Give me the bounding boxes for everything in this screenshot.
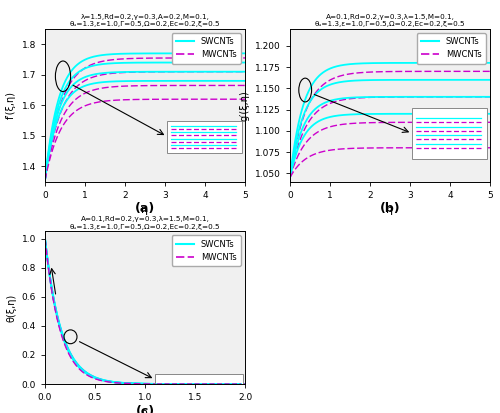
Title: A=0.1,Rd=0.2,γ=0.3,λ=1.5,M=0.1,
θᵤ=1.3,ε=1.0,Γ=0.5,Ω=0.2,Ec=0.2,ξ=0.5: A=0.1,Rd=0.2,γ=0.3,λ=1.5,M=0.1, θᵤ=1.3,ε…: [70, 216, 220, 230]
X-axis label: η: η: [386, 205, 394, 215]
X-axis label: η: η: [142, 205, 148, 215]
Bar: [167, 121, 242, 153]
Legend: SWCNTs, MWCNTs: SWCNTs, MWCNTs: [417, 33, 486, 64]
Text: (a): (a): [135, 202, 155, 215]
Legend: SWCNTs, MWCNTs: SWCNTs, MWCNTs: [172, 235, 241, 266]
Title: A=0.1,Rd=0.2,γ=0.3,λ=1.5,M=0.1,
θᵤ=1.3,ε=1.0,Γ=0.5,Ω=0.2,Ec=0.2,ξ=0.5: A=0.1,Rd=0.2,γ=0.3,λ=1.5,M=0.1, θᵤ=1.3,ε…: [314, 14, 466, 27]
X-axis label: η: η: [142, 408, 148, 413]
Y-axis label: θ(ξ,η): θ(ξ,η): [6, 294, 16, 322]
Title: λ=1.5,Rd=0.2,γ=0.3,A=0.2,M=0.1,
θᵤ=1.3,ε=1.0,Γ=0.5,Ω=0.2,Ec=0.2,ξ=0.5: λ=1.5,Rd=0.2,γ=0.3,A=0.2,M=0.1, θᵤ=1.3,ε…: [70, 14, 220, 27]
Text: (b): (b): [380, 202, 400, 215]
Legend: SWCNTs, MWCNTs: SWCNTs, MWCNTs: [172, 33, 241, 64]
Y-axis label: f′(ξ,η): f′(ξ,η): [6, 91, 16, 119]
Text: (c): (c): [136, 405, 154, 413]
Bar: [155, 374, 243, 385]
Bar: [412, 108, 487, 159]
Y-axis label: g′(ξ,η): g′(ξ,η): [240, 90, 250, 121]
